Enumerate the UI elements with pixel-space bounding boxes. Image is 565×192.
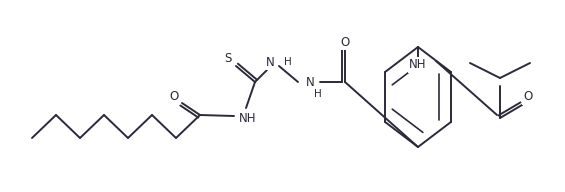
Text: O: O — [170, 89, 179, 103]
Text: H: H — [314, 89, 322, 99]
Text: N: N — [306, 75, 314, 89]
Text: NH: NH — [409, 59, 427, 71]
Text: O: O — [523, 90, 533, 103]
Text: N: N — [266, 55, 275, 69]
Text: H: H — [284, 57, 292, 67]
Text: NH: NH — [239, 112, 257, 124]
Text: O: O — [340, 36, 350, 49]
Text: S: S — [224, 51, 232, 65]
